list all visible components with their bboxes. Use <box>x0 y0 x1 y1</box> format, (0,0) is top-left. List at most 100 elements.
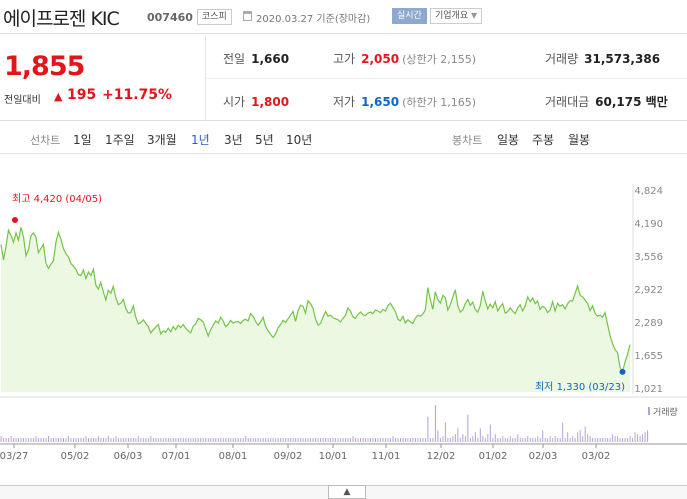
volume-bar <box>514 438 516 442</box>
prev-close: 전일 1,660 <box>223 50 289 67</box>
volume-bar <box>564 438 566 442</box>
volume-bar <box>275 438 277 442</box>
volume-bar <box>529 438 531 442</box>
candle-monthly[interactable]: 월봉 <box>568 133 591 147</box>
volume-bar <box>619 438 621 442</box>
volume-bar <box>295 438 297 442</box>
volume-legend-swatch <box>648 407 650 415</box>
volume-bar <box>459 438 461 442</box>
prev-close-value: 1,660 <box>251 52 290 66</box>
volume-bar <box>140 438 142 442</box>
volume-bar <box>479 428 481 442</box>
volume-bar <box>265 438 267 442</box>
volume-bar <box>609 438 611 442</box>
y-tick-label: 1,655 <box>634 351 663 362</box>
volume-bar <box>407 438 409 442</box>
volume-bar <box>115 436 117 442</box>
company-info-label: 기업개요 <box>435 11 469 21</box>
volume-bar <box>592 438 594 442</box>
volume-bar <box>205 438 207 442</box>
volume-bar <box>337 438 339 442</box>
volume-bar <box>372 438 374 442</box>
volume-bar <box>519 438 521 442</box>
volume-bar <box>310 438 312 442</box>
volume-bar <box>172 438 174 442</box>
chevron-up-icon: ▲ <box>343 487 351 497</box>
period-5y[interactable]: 5년 <box>255 133 274 147</box>
chevron-down-icon: ▼ <box>471 11 478 20</box>
volume-bar <box>167 438 169 442</box>
volume-bar <box>422 438 424 442</box>
min-point-marker <box>619 368 626 375</box>
company-info-dropdown[interactable]: 기업개요 ▼ <box>430 8 483 24</box>
volume-bar <box>517 434 519 442</box>
volume-bar <box>197 438 199 442</box>
y-tick-label: 4,824 <box>634 186 663 197</box>
volume-bar <box>434 404 436 442</box>
volume-bar <box>87 438 89 442</box>
realtime-button[interactable]: 실시간 <box>392 8 427 24</box>
change-value: 195 <box>67 87 97 103</box>
volume-bar <box>312 438 314 442</box>
volume-bar <box>175 438 177 442</box>
max-annotation: 최고 4,420 (04/05) <box>12 193 102 205</box>
volume-bar <box>472 436 474 442</box>
volume-bar <box>492 438 494 442</box>
volume-bar <box>599 438 601 442</box>
period-10y[interactable]: 10년 <box>286 133 313 147</box>
volume-bar <box>597 438 599 442</box>
period-3y[interactable]: 3년 <box>224 133 243 147</box>
volume-bar <box>137 436 139 442</box>
volume-bar <box>409 438 411 442</box>
quote-panel: 1,855 전일대비 ▲ 195 +11.75% 전일 1,660 고가 2,050… <box>0 35 687 121</box>
volume-bar <box>442 436 444 442</box>
volume-bar <box>170 438 172 442</box>
price-chart[interactable]: 4,824 4,190 3,556 2,922 2,289 1,655 1,021 최고 4,… <box>0 154 687 485</box>
volume-bar <box>122 438 124 442</box>
volume-bar <box>569 438 571 442</box>
volume-bar <box>300 438 302 442</box>
chart-footer: ▲ <box>0 485 687 499</box>
volume-bar <box>539 438 541 442</box>
volume-bar <box>305 438 307 442</box>
volume-bar <box>342 438 344 442</box>
volume-bar <box>375 438 377 442</box>
prev-close-label: 전일 <box>223 52 246 66</box>
volume-bar <box>604 438 606 442</box>
volume-bar <box>589 436 591 442</box>
amount-label: 거래대금 <box>545 95 590 109</box>
candle-weekly[interactable]: 주봉 <box>532 133 555 147</box>
volume-bar <box>427 416 429 442</box>
period-1d[interactable]: 1일 <box>73 133 92 147</box>
volume-bar <box>207 438 209 442</box>
volume-bar <box>484 438 486 442</box>
volume-bar <box>452 436 454 442</box>
volume-bar <box>182 438 184 442</box>
max-point-marker <box>12 217 18 224</box>
volume-bar <box>532 438 534 442</box>
volume-bar <box>327 438 329 442</box>
period-1y[interactable]: 1년 <box>191 133 210 147</box>
change-label: 전일대비 <box>4 95 41 106</box>
company-name: 에이프로젠 KIC <box>3 8 120 30</box>
period-3m[interactable]: 3개월 <box>147 133 177 147</box>
volume-bar <box>80 438 82 442</box>
volume-bar <box>639 436 641 442</box>
collapse-toggle[interactable]: ▲ <box>328 485 366 499</box>
volume-bar <box>30 438 32 442</box>
volume-bar <box>200 438 202 442</box>
volume-bar <box>0 436 2 442</box>
volume-bar <box>270 438 272 442</box>
volume-bar <box>53 438 55 442</box>
y-tick-label: 3,556 <box>634 252 663 263</box>
volume-bar <box>489 424 491 442</box>
volume-bar <box>160 438 162 442</box>
volume-bar <box>155 438 157 442</box>
period-1w[interactable]: 1주일 <box>105 133 135 147</box>
volume-bar <box>365 438 367 442</box>
volume-bar <box>449 438 451 442</box>
candle-daily[interactable]: 일봉 <box>497 133 520 147</box>
volume-bar <box>190 438 192 442</box>
volume: 거래량 31,573,386 <box>545 50 660 67</box>
volume-bar <box>13 438 15 442</box>
